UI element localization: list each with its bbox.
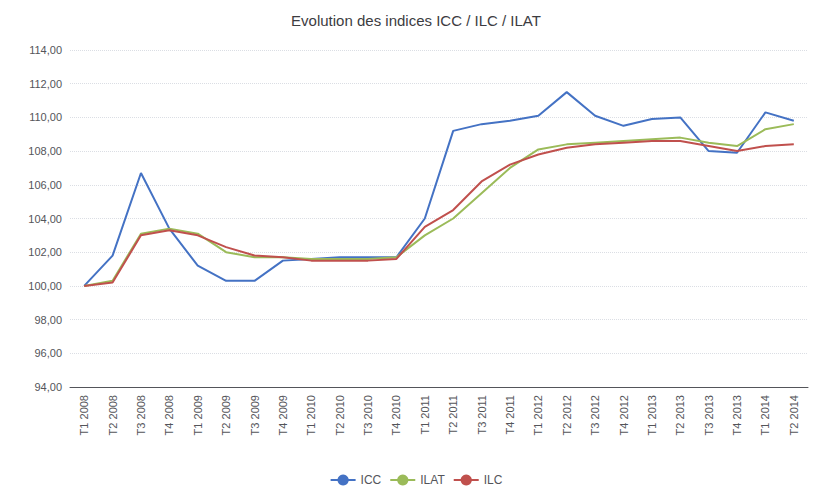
svg-text:T1 2008: T1 2008 bbox=[78, 395, 90, 435]
svg-text:T1 2012: T1 2012 bbox=[532, 395, 544, 435]
svg-text:T2 2011: T2 2011 bbox=[447, 395, 459, 435]
svg-text:T4 2012: T4 2012 bbox=[618, 395, 630, 435]
svg-text:94,00: 94,00 bbox=[34, 381, 62, 393]
svg-text:T4 2013: T4 2013 bbox=[731, 395, 743, 435]
svg-text:T1 2013: T1 2013 bbox=[646, 395, 658, 435]
svg-text:T3 2011: T3 2011 bbox=[476, 395, 488, 435]
svg-text:T2 2008: T2 2008 bbox=[107, 395, 119, 435]
svg-text:98,00: 98,00 bbox=[34, 314, 62, 326]
svg-text:T1 2009: T1 2009 bbox=[192, 395, 204, 435]
svg-text:100,00: 100,00 bbox=[28, 280, 62, 292]
svg-text:106,00: 106,00 bbox=[28, 179, 62, 191]
svg-text:T2 2012: T2 2012 bbox=[561, 395, 573, 435]
svg-text:T2 2009: T2 2009 bbox=[220, 395, 232, 435]
svg-text:104,00: 104,00 bbox=[28, 213, 62, 225]
svg-text:96,00: 96,00 bbox=[34, 347, 62, 359]
svg-text:T4 2009: T4 2009 bbox=[277, 395, 289, 435]
svg-text:T4 2008: T4 2008 bbox=[163, 395, 175, 435]
svg-text:T3 2012: T3 2012 bbox=[589, 395, 601, 435]
svg-text:110,00: 110,00 bbox=[29, 111, 62, 123]
svg-text:T2 2014: T2 2014 bbox=[788, 395, 800, 435]
svg-text:112,00: 112,00 bbox=[29, 78, 62, 90]
svg-text:T4 2011: T4 2011 bbox=[504, 395, 516, 435]
svg-text:T3 2008: T3 2008 bbox=[135, 395, 147, 435]
svg-text:T1 2014: T1 2014 bbox=[759, 395, 771, 435]
svg-text:T4 2010: T4 2010 bbox=[390, 395, 402, 435]
svg-text:102,00: 102,00 bbox=[28, 246, 62, 258]
svg-text:T3 2009: T3 2009 bbox=[249, 395, 261, 435]
svg-text:114,00: 114,00 bbox=[29, 44, 62, 56]
svg-text:T3 2010: T3 2010 bbox=[362, 395, 374, 435]
svg-text:T2 2010: T2 2010 bbox=[334, 395, 346, 435]
svg-text:T2 2013: T2 2013 bbox=[674, 395, 686, 435]
svg-text:T1 2011: T1 2011 bbox=[419, 395, 431, 435]
svg-text:ILC: ILC bbox=[484, 473, 503, 487]
svg-text:ICC: ICC bbox=[361, 473, 382, 487]
svg-text:ILAT: ILAT bbox=[420, 473, 445, 487]
svg-text:108,00: 108,00 bbox=[28, 145, 62, 157]
svg-text:T3 2013: T3 2013 bbox=[703, 395, 715, 435]
svg-text:T1 2010: T1 2010 bbox=[305, 395, 317, 435]
svg-text:Evolution des indices ICC / IL: Evolution des indices ICC / ILC / ILAT bbox=[291, 12, 541, 29]
